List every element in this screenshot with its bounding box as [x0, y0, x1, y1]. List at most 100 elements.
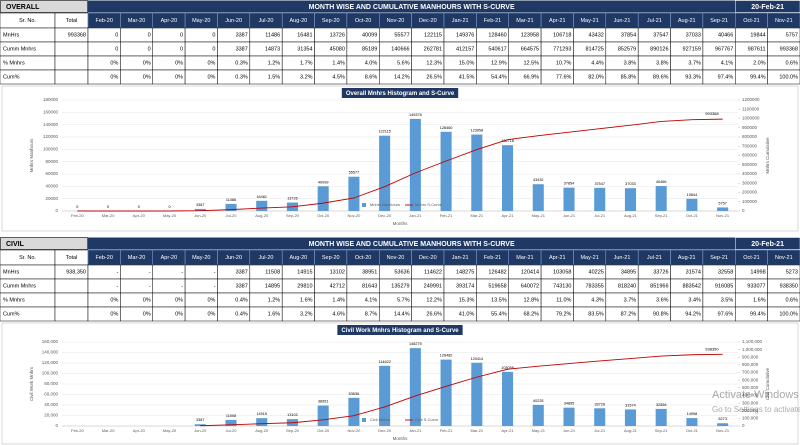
- y2-tick-label: 300,000: [742, 400, 759, 405]
- cell-value: 93.3%: [685, 74, 701, 80]
- x-tick-label: May-21: [532, 213, 546, 218]
- cell-value: 5.6%: [397, 60, 410, 66]
- column-header: Feb-21: [484, 255, 501, 261]
- x-tick-label: Nov-21: [716, 213, 730, 218]
- bar-label: 0: [168, 205, 170, 209]
- bar-label: 103058: [501, 366, 514, 370]
- y-tick-label: 100,000: [42, 371, 59, 376]
- bar: [563, 407, 575, 426]
- cell-value: 37547: [653, 32, 668, 38]
- y2-tick-label: 100000: [742, 199, 758, 204]
- s-curve: [200, 353, 723, 427]
- x-tick-label: Dec-20: [378, 213, 392, 218]
- bar-label: 40466: [656, 180, 667, 184]
- y2-tick-label: 900000: [742, 125, 758, 130]
- cell-value: 3.2%: [300, 74, 313, 80]
- row-label: % Mnhrs: [3, 60, 25, 66]
- y2-tick-label: 700,000: [742, 370, 759, 375]
- bar: [717, 207, 729, 211]
- cell-value: 34895: [621, 269, 636, 275]
- cell-value: 8.6%: [365, 74, 378, 80]
- x-tick-label: Jun-21: [563, 213, 576, 218]
- legend-label: Civil S-Curve: [415, 417, 439, 422]
- bar-label: 40225: [533, 399, 544, 403]
- cell-value: 45080: [330, 46, 345, 52]
- cell-value: 68.2%: [523, 311, 539, 317]
- cell-value: 640072: [521, 283, 539, 289]
- cell-value: 927159: [683, 46, 701, 52]
- x-tick-label: Feb-21: [440, 428, 453, 433]
- y2-tick-label: 500,000: [742, 385, 759, 390]
- column-header: Jun-21: [614, 255, 631, 261]
- x-tick-label: Apr-21: [502, 428, 515, 433]
- bar-label: 13102: [287, 413, 298, 417]
- bar: [379, 135, 391, 211]
- bar-label: 16481: [256, 195, 267, 199]
- x-tick-label: Feb-20: [71, 428, 84, 433]
- x-tick-label: Jul-21: [594, 213, 606, 218]
- cell-value: 0%: [208, 60, 216, 66]
- x-tick-label: Mar-21: [470, 213, 483, 218]
- cell-value: 1.5%: [268, 74, 281, 80]
- bar-label: 11486: [226, 198, 236, 202]
- cell-value: 0.6%: [785, 60, 798, 66]
- cell-value: 148275: [456, 269, 474, 275]
- y-tick-label: 0: [55, 208, 58, 213]
- cell-value: 149376: [456, 32, 474, 38]
- bar: [686, 198, 698, 211]
- column-header: Apr-21: [549, 255, 566, 261]
- cell-value: 2.0%: [753, 60, 766, 66]
- bar-label: 31574: [625, 403, 636, 407]
- table-cell: [120, 278, 153, 294]
- x-tick-label: Aug-21: [624, 428, 638, 433]
- cell-value: 40225: [589, 269, 604, 275]
- bar-label: 128460: [440, 126, 453, 130]
- cell-value: 262781: [424, 46, 442, 52]
- y-tick-label: 140,000: [42, 350, 59, 355]
- cell-value: 967767: [715, 46, 733, 52]
- column-header: May-20: [192, 18, 210, 24]
- cell-value: 43432: [589, 32, 604, 38]
- column-header: Nov-21: [775, 18, 793, 24]
- cell-value: 0.3%: [235, 74, 248, 80]
- column-header: Apr-20: [161, 255, 178, 261]
- y-tick-label: 120000: [43, 134, 59, 139]
- column-header: Nov-20: [387, 18, 405, 24]
- bar-label: 38951: [318, 400, 329, 404]
- cell-value: 11.0%: [556, 297, 571, 303]
- bar: [594, 408, 606, 426]
- cell-value: 19844: [750, 32, 765, 38]
- column-header: Jun-20: [225, 18, 242, 24]
- cell-value: 40466: [718, 32, 733, 38]
- cell-value: 0%: [208, 74, 216, 80]
- row-label: Cum%: [3, 74, 20, 80]
- cell-value: 16481: [297, 32, 312, 38]
- bar: [225, 419, 237, 426]
- bar-label: 0: [138, 205, 140, 209]
- column-header: Total: [66, 255, 78, 261]
- cell-value: 0%: [143, 311, 151, 317]
- cell-value: 3.6%: [656, 297, 669, 303]
- cell-value: 97.6%: [718, 311, 734, 317]
- cell-value: 31354: [297, 46, 312, 52]
- y2-tick-label: 0: [742, 208, 745, 213]
- cell-value: 3.4%: [688, 297, 701, 303]
- x-tick-label: Jan-21: [409, 213, 422, 218]
- cell-value: 13102: [330, 269, 345, 275]
- bar: [502, 145, 514, 211]
- cell-value: 54.4%: [491, 74, 507, 80]
- column-header: Dec-20: [419, 255, 437, 261]
- end-label: 938350: [705, 346, 719, 351]
- cell-value: 89.6%: [653, 74, 669, 80]
- y-tick-label: 40000: [45, 184, 58, 189]
- cell-value: 5273: [786, 269, 798, 275]
- x-tick-label: Oct-20: [317, 213, 330, 218]
- cell-value: 15.0%: [459, 60, 475, 66]
- table-cell: [87, 264, 121, 280]
- y-tick-label: 160000: [43, 110, 59, 115]
- cell-value: 0%: [110, 311, 118, 317]
- cell-value: 0: [148, 46, 151, 52]
- cell-value: 890126: [650, 46, 668, 52]
- cell-value: 0%: [143, 60, 151, 66]
